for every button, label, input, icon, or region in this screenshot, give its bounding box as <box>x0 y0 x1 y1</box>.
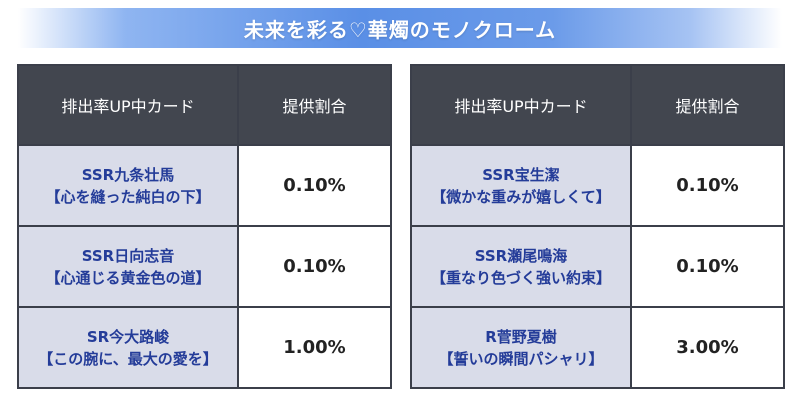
header-card: 排出率UP中カード <box>17 64 239 146</box>
rarity-name: SSR九条壮馬 <box>81 165 175 184</box>
card-title: 【微かな重みが嬉しくて】 <box>431 187 611 206</box>
table-header-row: 排出率UP中カード 提供割合 <box>410 64 785 146</box>
card-name-cell: SSR瀬尾鳴海 【重なり色づく強い約束】 <box>410 225 632 308</box>
rate-cell: 0.10% <box>630 225 785 308</box>
rate-cell: 0.10% <box>630 144 785 227</box>
table-row: SSR瀬尾鳴海 【重なり色づく強い約束】 0.10% <box>410 225 785 308</box>
rarity-name: SR今大路峻 <box>86 327 170 346</box>
rarity-name: SSR日向志音 <box>81 246 175 265</box>
rate-cell: 0.10% <box>237 144 392 227</box>
rarity-name: R菅野夏樹 <box>485 327 557 346</box>
card-name-cell: SSR九条壮馬 【心を縫った純白の下】 <box>17 144 239 227</box>
rate-table-left: 排出率UP中カード 提供割合 SSR九条壮馬 【心を縫った純白の下】 0.10%… <box>17 64 392 389</box>
table-header-row: 排出率UP中カード 提供割合 <box>17 64 392 146</box>
table-row: SSR九条壮馬 【心を縫った純白の下】 0.10% <box>17 144 392 227</box>
banner-title: 未来を彩る♡華燭のモノクローム <box>243 17 557 42</box>
rate-cell: 1.00% <box>237 306 392 389</box>
card-name-cell: R菅野夏樹 【誓いの瞬間パシャリ】 <box>410 306 632 389</box>
header-card: 排出率UP中カード <box>410 64 632 146</box>
header-rate: 提供割合 <box>237 64 392 146</box>
rarity-name: SSR瀬尾鳴海 <box>474 246 568 265</box>
rarity-name: SSR宝生潔 <box>482 165 560 184</box>
card-name-cell: SR今大路峻 【この腕に、最大の愛を】 <box>17 306 239 389</box>
table-row: R菅野夏樹 【誓いの瞬間パシャリ】 3.00% <box>410 306 785 389</box>
rate-table-right: 排出率UP中カード 提供割合 SSR宝生潔 【微かな重みが嬉しくて】 0.10%… <box>410 64 785 389</box>
card-title: 【この腕に、最大の愛を】 <box>38 349 218 368</box>
card-name-cell: SSR日向志音 【心通じる黄金色の道】 <box>17 225 239 308</box>
card-title: 【心を縫った純白の下】 <box>45 187 211 206</box>
card-name-cell: SSR宝生潔 【微かな重みが嬉しくて】 <box>410 144 632 227</box>
title-banner: 未来を彩る♡華燭のモノクローム <box>18 8 782 48</box>
table-row: SSR日向志音 【心通じる黄金色の道】 0.10% <box>17 225 392 308</box>
card-title: 【誓いの瞬間パシャリ】 <box>438 349 604 368</box>
card-title: 【心通じる黄金色の道】 <box>45 268 211 287</box>
header-rate: 提供割合 <box>630 64 785 146</box>
rate-cell: 3.00% <box>630 306 785 389</box>
table-row: SR今大路峻 【この腕に、最大の愛を】 1.00% <box>17 306 392 389</box>
rate-cell: 0.10% <box>237 225 392 308</box>
table-row: SSR宝生潔 【微かな重みが嬉しくて】 0.10% <box>410 144 785 227</box>
card-title: 【重なり色づく強い約束】 <box>430 268 611 287</box>
